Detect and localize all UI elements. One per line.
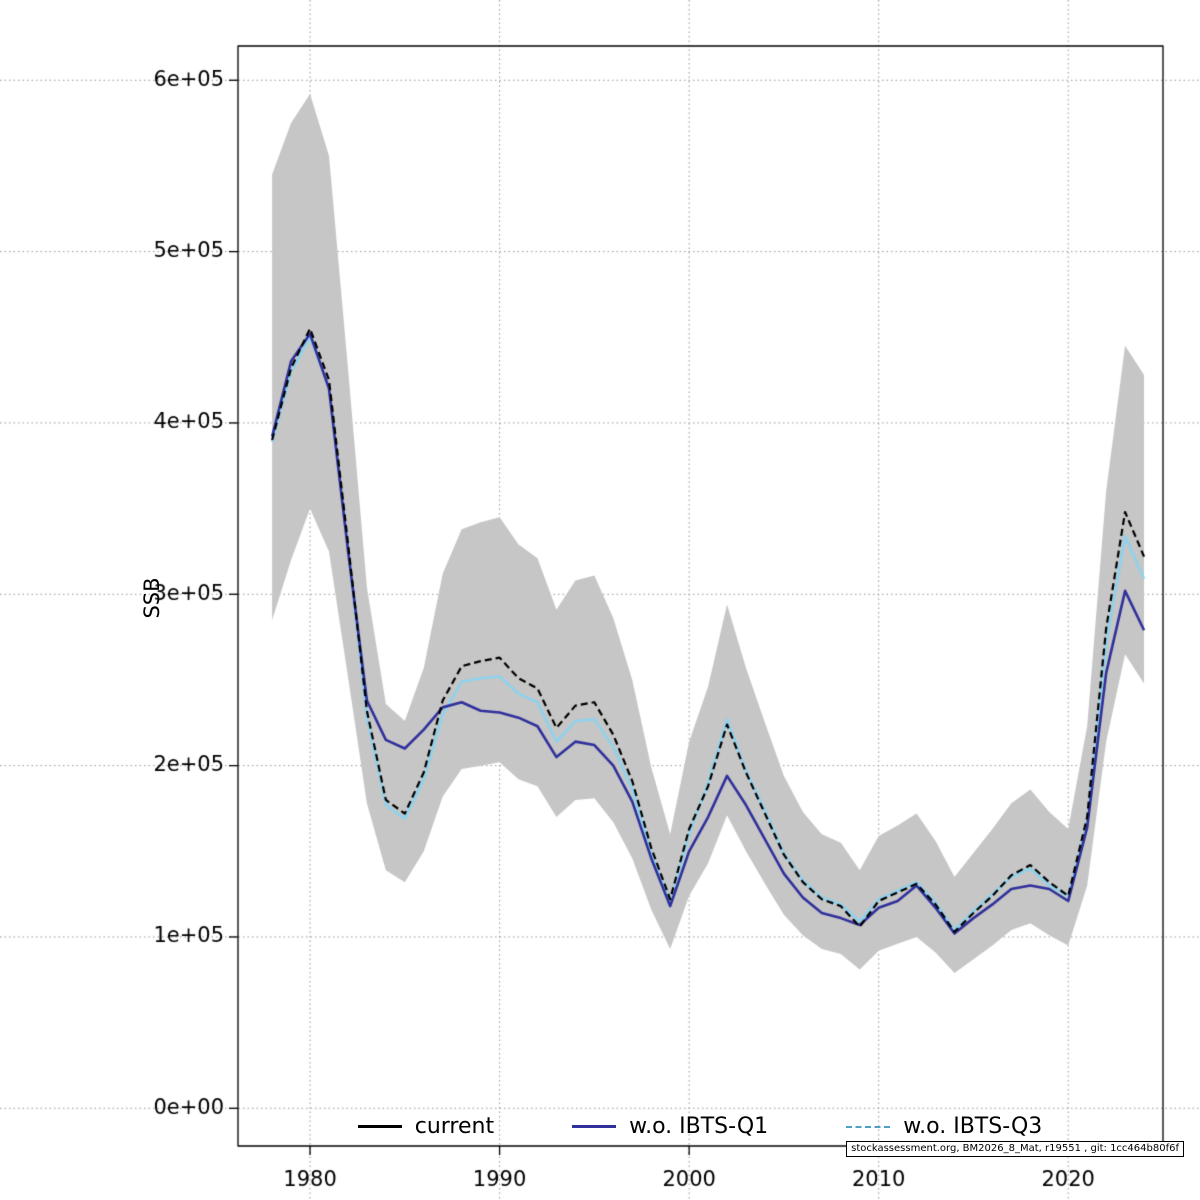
legend-line-sample-wo-ibts-q1 <box>572 1125 617 1128</box>
y-axis-title: SSB <box>140 577 164 619</box>
legend-label-wo-ibts-q1: w.o. IBTS-Q1 <box>629 1114 769 1139</box>
legend-item-wo-ibts-q3: w.o. IBTS-Q3 <box>846 1114 1042 1139</box>
legend-line-sample-current <box>357 1125 402 1128</box>
legend-item-current: current <box>357 1114 495 1139</box>
legend-item-wo-ibts-q1: w.o. IBTS-Q1 <box>572 1114 768 1139</box>
chart-legend: current w.o. IBTS-Q1 w.o. IBTS-Q3 <box>240 1114 1160 1139</box>
legend-label-wo-ibts-q3: w.o. IBTS-Q3 <box>903 1114 1043 1139</box>
legend-label-current: current <box>414 1114 495 1139</box>
footer-note: stockassessment.org, BM2026_8_Mat, r1955… <box>846 1141 1184 1157</box>
legend-line-sample-wo-ibts-q3 <box>846 1125 891 1128</box>
